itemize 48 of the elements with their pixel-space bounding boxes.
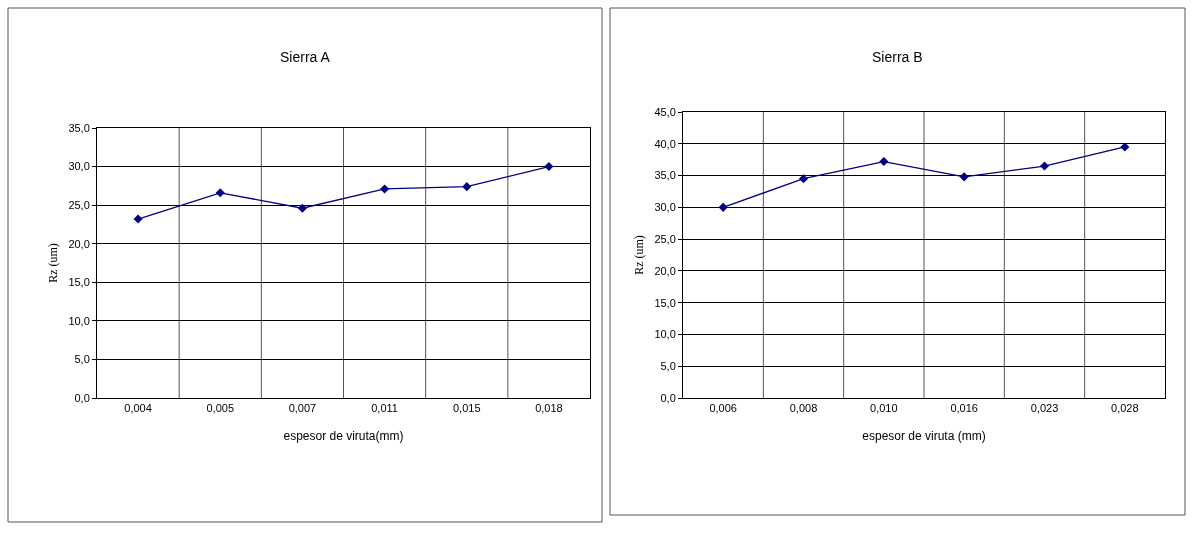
chart-title: Sierra B <box>872 49 923 65</box>
x-tick-label: 0,008 <box>789 402 818 415</box>
point <box>544 162 554 172</box>
x-axis-title: espesor de viruta(mm) <box>283 429 404 444</box>
y-tick-label: 5,0 <box>660 360 676 373</box>
point <box>380 184 390 194</box>
x-tick-label: 0,023 <box>1030 402 1059 415</box>
y-tick-label: 20,0 <box>68 237 90 250</box>
y-axis-title: Rz (um) <box>631 235 646 275</box>
x-tick-label: 0,011 <box>371 402 398 415</box>
point <box>879 157 889 167</box>
x-tick-label: 0,007 <box>288 402 317 415</box>
point <box>959 172 969 182</box>
chart-title: Sierra A <box>280 49 331 65</box>
point <box>215 188 225 198</box>
y-tick-label: 15,0 <box>68 276 90 289</box>
y-tick-label: 35,0 <box>68 121 90 134</box>
x-tick-label: 0,015 <box>452 402 481 415</box>
point <box>798 174 809 184</box>
y-tick-label: 25,0 <box>654 232 676 245</box>
x-axis-title: espesor de viruta (mm) <box>862 429 986 444</box>
y-tick-label: 20,0 <box>654 264 676 277</box>
x-tick-label: 0,028 <box>1111 402 1139 415</box>
y-tick-label: 0,0 <box>660 391 676 404</box>
x-tick-label: 0,018 <box>535 402 563 415</box>
y-tick-label: 35,0 <box>654 169 676 182</box>
y-tick-label: 5,0 <box>74 353 90 366</box>
x-tick-label: 0,006 <box>709 402 737 415</box>
x-tick-label: 0,005 <box>206 402 235 415</box>
point <box>133 214 143 224</box>
point <box>718 202 728 212</box>
point <box>1120 142 1130 152</box>
point <box>462 182 472 192</box>
y-tick-label: 30,0 <box>654 201 676 214</box>
y-axis-title: Rz (um) <box>45 243 60 283</box>
x-tick-label: 0,010 <box>870 402 898 415</box>
y-tick-label: 25,0 <box>68 198 90 211</box>
x-tick-label: 0,016 <box>950 402 978 415</box>
y-tick-label: 10,0 <box>68 314 90 327</box>
y-tick-label: 15,0 <box>654 296 676 309</box>
point <box>297 203 307 213</box>
y-tick-label: 45,0 <box>654 105 676 118</box>
y-tick-label: 10,0 <box>654 328 676 341</box>
y-tick-label: 30,0 <box>68 160 90 173</box>
y-tick-label: 40,0 <box>654 137 676 150</box>
x-tick-label: 0,004 <box>124 402 152 415</box>
point <box>1039 161 1050 171</box>
y-tick-label: 0,0 <box>74 391 90 404</box>
